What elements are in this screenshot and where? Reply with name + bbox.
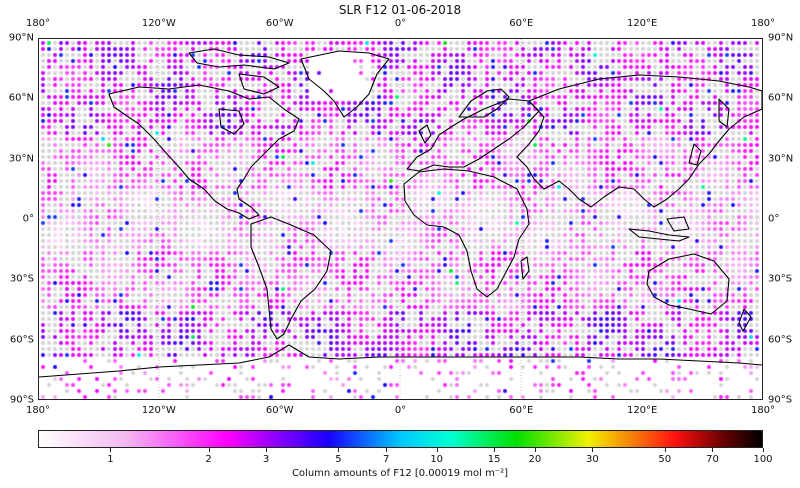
colorbar-tick-mark [534,448,536,452]
colorbar-tick-label: 3 [262,454,270,465]
y-tick-label-right: 60°N [768,92,794,104]
x-tick-label-bottom: 120°E [626,405,658,416]
colorbar-tick-mark [338,448,340,452]
colorbar-tick-label: 20 [528,454,542,465]
colorbar-tick-label: 50 [658,454,672,465]
coastlines [39,39,762,399]
y-tick-label-right: 90°N [768,32,794,44]
colorbar-tick-label: 5 [335,454,342,465]
y-tick-label-left: 90°N [8,32,34,44]
colorbar-tick-mark [266,448,268,452]
colorbar-label: Column amounts of F12 [0.00019 mol m⁻²] [291,468,509,479]
colorbar-tick-mark [763,448,764,452]
colorbar-tick-label: 15 [487,454,501,465]
colorbar-tick-label: 70 [706,454,719,465]
x-tick-label-bottom: 0° [394,405,407,416]
x-tick-label-top: 180° [750,18,776,29]
x-tick-label-top: 120°W [141,18,176,29]
y-tick-label-right: 0° [768,213,780,225]
colorbar [38,430,763,448]
colorbar-tick-label: 100 [753,454,773,465]
colorbar-tick-mark [110,448,112,452]
colorbar-tick-mark [712,448,714,452]
y-tick-label-left: 0° [22,213,34,225]
colorbar-tick-mark [592,448,594,452]
x-tick-label-top: 0° [394,18,407,29]
colorbar-tick-mark [208,448,210,452]
x-tick-label-top: 60°W [265,18,294,29]
colorbar-tick-label: 10 [430,454,444,465]
colorbar-tick-mark [436,448,438,452]
map-plot-area [38,38,763,400]
y-tick-label-left: 90°S [9,394,34,406]
y-tick-label-left: 60°S [9,334,34,346]
colorbar-tick-label: 2 [205,454,212,465]
y-tick-label-left: 30°N [8,153,34,165]
colorbar-tick-label: 1 [107,454,114,465]
x-tick-label-bottom: 180° [25,405,51,416]
colorbar-tick-mark [386,448,388,452]
x-tick-label-top: 60°E [509,18,534,29]
x-tick-label-bottom: 60°W [265,405,294,416]
x-tick-label-bottom: 180° [750,405,776,416]
x-tick-label-top: 120°E [626,18,658,29]
y-tick-label-left: 30°S [9,273,34,285]
y-tick-label-right: 30°N [768,153,794,165]
y-tick-label-right: 30°S [768,273,793,285]
colorbar-tick-label: 30 [586,454,599,465]
colorbar-tick-mark [664,448,666,452]
x-tick-label-top: 180° [25,18,51,29]
colorbar-tick-label: 7 [382,454,390,465]
colorbar-tick-mark [494,448,496,452]
y-tick-label-right: 60°S [768,334,793,346]
y-tick-label-left: 60°N [8,92,34,104]
map-title: SLR F12 01-06-2018 [338,3,462,17]
x-tick-label-bottom: 120°W [141,405,176,416]
y-tick-label-right: 90°S [768,394,793,406]
x-tick-label-bottom: 60°E [509,405,534,416]
